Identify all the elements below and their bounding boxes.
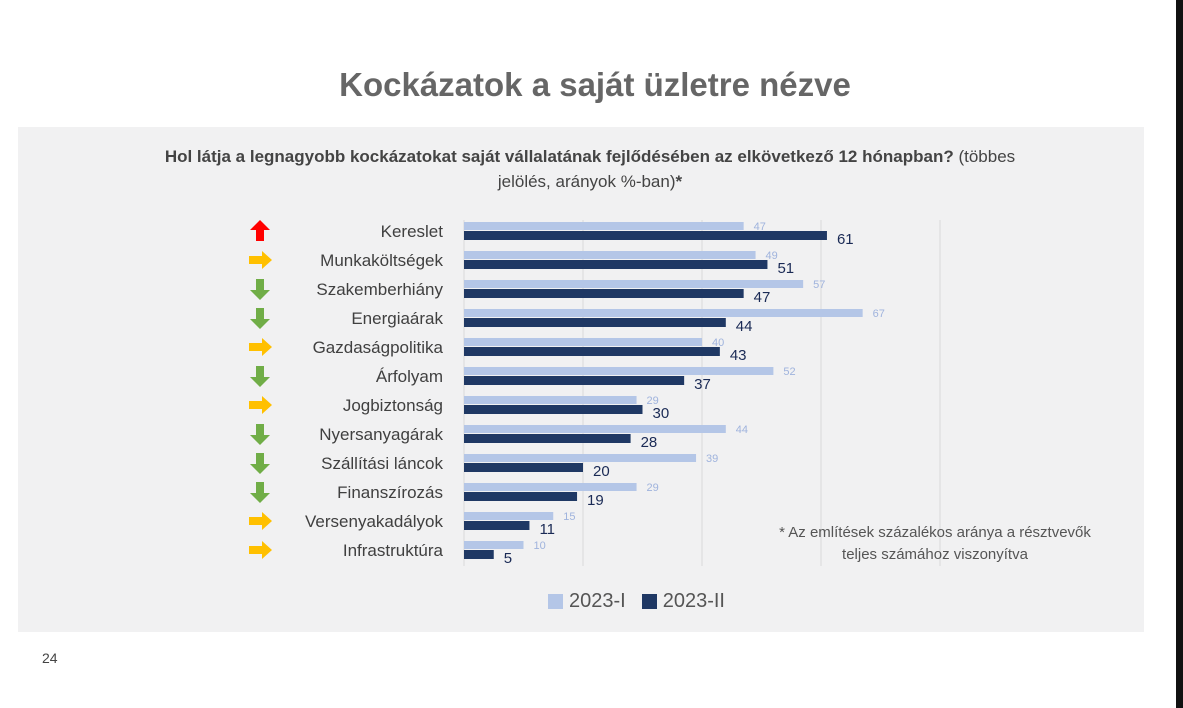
legend-item-2023-i: 2023-I bbox=[548, 590, 626, 613]
bar-2023-ii-arfolyam bbox=[464, 376, 685, 385]
bar-2023-i-nyersanyagarak bbox=[464, 425, 726, 433]
category-label-munkakoltsegek: Munkaköltségek bbox=[320, 251, 443, 270]
category-label-finanszirozas: Finanszírozás bbox=[337, 483, 443, 502]
legend-label-2023-i: 2023-I bbox=[569, 590, 626, 612]
question-bold: Hol látja a legnagyobb kockázatokat sajá… bbox=[164, 147, 954, 166]
question-star: * bbox=[675, 172, 683, 191]
data-label-2023-ii-finanszirozas: 19 bbox=[587, 492, 604, 509]
arrow-right-icon bbox=[249, 541, 272, 559]
arrow-right-icon bbox=[249, 338, 272, 356]
legend-swatch-2023-i bbox=[548, 594, 563, 609]
page-number: 24 bbox=[42, 650, 58, 666]
data-label-2023-i-arfolyam: 52 bbox=[783, 366, 795, 378]
bar-2023-ii-munkakoltsegek bbox=[464, 260, 768, 269]
data-label-2023-i-nyersanyagarak: 44 bbox=[736, 424, 748, 436]
data-label-2023-i-infrastruktura: 10 bbox=[534, 540, 546, 552]
data-label-2023-i-jogbiztonsag: 29 bbox=[647, 395, 659, 407]
category-label-energiaarak: Energiaárak bbox=[351, 309, 443, 328]
chart-question: Hol látja a legnagyobb kockázatokat sajá… bbox=[150, 144, 1030, 194]
bar-2023-i-szakemberhiany bbox=[464, 280, 804, 288]
bar-2023-i-energiaarak bbox=[464, 309, 863, 317]
arrow-down-icon bbox=[250, 482, 270, 503]
arrow-down-icon bbox=[250, 279, 270, 300]
category-label-nyersanyagarak: Nyersanyagárak bbox=[319, 425, 443, 444]
bar-2023-i-infrastruktura bbox=[464, 541, 524, 549]
data-label-2023-ii-kereslet: 61 bbox=[837, 231, 854, 248]
arrow-down-icon bbox=[250, 453, 270, 474]
bar-2023-ii-versenyakadalyok bbox=[464, 521, 530, 530]
footnote: * Az említések százalékos aránya a részt… bbox=[779, 524, 1091, 563]
data-label-2023-ii-gazdasagpolitika: 43 bbox=[730, 347, 747, 364]
category-label-jogbiztonsag: Jogbiztonság bbox=[343, 396, 443, 415]
category-label-szakemberhiany: Szakemberhiány bbox=[316, 280, 443, 299]
category-label-versenyakadalyok: Versenyakadályok bbox=[305, 512, 443, 531]
data-label-2023-ii-energiaarak: 44 bbox=[736, 318, 753, 335]
bar-2023-ii-finanszirozas bbox=[464, 492, 578, 501]
data-label-2023-i-szallitasi-lancok: 39 bbox=[706, 453, 718, 465]
data-label-2023-i-energiaarak: 67 bbox=[873, 308, 885, 320]
question-normal: (többes jelölés, arányok %-ban) bbox=[497, 147, 1016, 191]
bar-2023-ii-szakemberhiany bbox=[464, 289, 744, 298]
data-label-2023-ii-arfolyam: 37 bbox=[694, 376, 711, 393]
data-label-2023-i-kereslet: 47 bbox=[754, 221, 766, 233]
legend-item-2023-ii: 2023-II bbox=[641, 590, 725, 613]
category-label-szallitasi-lancok: Szállítási láncok bbox=[321, 454, 443, 473]
data-label-2023-i-versenyakadalyok: 15 bbox=[563, 511, 575, 523]
bar-2023-i-arfolyam bbox=[464, 367, 774, 375]
legend-swatch-2023-ii bbox=[641, 594, 657, 609]
bar-2023-i-versenyakadalyok bbox=[464, 512, 554, 520]
data-label-2023-ii-jogbiztonsag: 30 bbox=[653, 405, 670, 422]
bar-2023-i-kereslet bbox=[464, 222, 744, 230]
data-label-2023-i-gazdasagpolitika: 40 bbox=[712, 337, 724, 349]
bar-2023-ii-energiaarak bbox=[464, 318, 726, 327]
bar-2023-ii-infrastruktura bbox=[464, 550, 494, 559]
bar-2023-ii-gazdasagpolitika bbox=[464, 347, 720, 356]
legend-label-2023-ii: 2023-II bbox=[662, 590, 725, 612]
bar-2023-i-jogbiztonsag bbox=[464, 396, 637, 404]
bar-2023-i-munkakoltsegek bbox=[464, 251, 756, 259]
legend: 2023-I 2023-II bbox=[548, 590, 741, 613]
category-label-arfolyam: Árfolyam bbox=[376, 367, 443, 386]
data-label-2023-ii-munkakoltsegek: 51 bbox=[777, 260, 794, 277]
data-label-2023-i-munkakoltsegek: 49 bbox=[766, 250, 778, 262]
arrow-right-icon bbox=[249, 251, 272, 269]
page-title: Kockázatok a saját üzletre nézve bbox=[339, 66, 851, 103]
arrow-down-icon bbox=[250, 424, 270, 445]
bar-2023-i-gazdasagpolitika bbox=[464, 338, 702, 346]
bar-2023-ii-nyersanyagarak bbox=[464, 434, 631, 443]
data-label-2023-ii-nyersanyagarak: 28 bbox=[641, 434, 658, 451]
bar-2023-i-szallitasi-lancok bbox=[464, 454, 697, 462]
data-label-2023-i-szakemberhiany: 57 bbox=[813, 279, 825, 291]
arrow-down-icon bbox=[250, 366, 270, 387]
arrow-right-icon bbox=[249, 396, 272, 414]
bar-2023-ii-szallitasi-lancok bbox=[464, 463, 583, 472]
window-edge bbox=[1176, 0, 1183, 708]
data-label-2023-ii-infrastruktura: 5 bbox=[504, 550, 512, 567]
data-label-2023-ii-versenyakadalyok: 11 bbox=[539, 521, 555, 538]
category-label-gazdasagpolitika: Gazdaságpolitika bbox=[313, 338, 444, 357]
bar-2023-i-finanszirozas bbox=[464, 483, 637, 491]
data-label-2023-i-finanszirozas: 29 bbox=[647, 482, 659, 494]
category-label-infrastruktura: Infrastruktúra bbox=[343, 541, 444, 560]
arrow-down-icon bbox=[250, 308, 270, 329]
bar-2023-ii-jogbiztonsag bbox=[464, 405, 643, 414]
arrow-right-icon bbox=[249, 512, 272, 530]
arrow-up-icon bbox=[250, 220, 270, 241]
data-label-2023-ii-szallitasi-lancok: 20 bbox=[593, 463, 610, 480]
bar-2023-ii-kereslet bbox=[464, 231, 827, 240]
data-label-2023-ii-szakemberhiany: 47 bbox=[754, 289, 771, 306]
category-label-kereslet: Kereslet bbox=[381, 222, 444, 241]
